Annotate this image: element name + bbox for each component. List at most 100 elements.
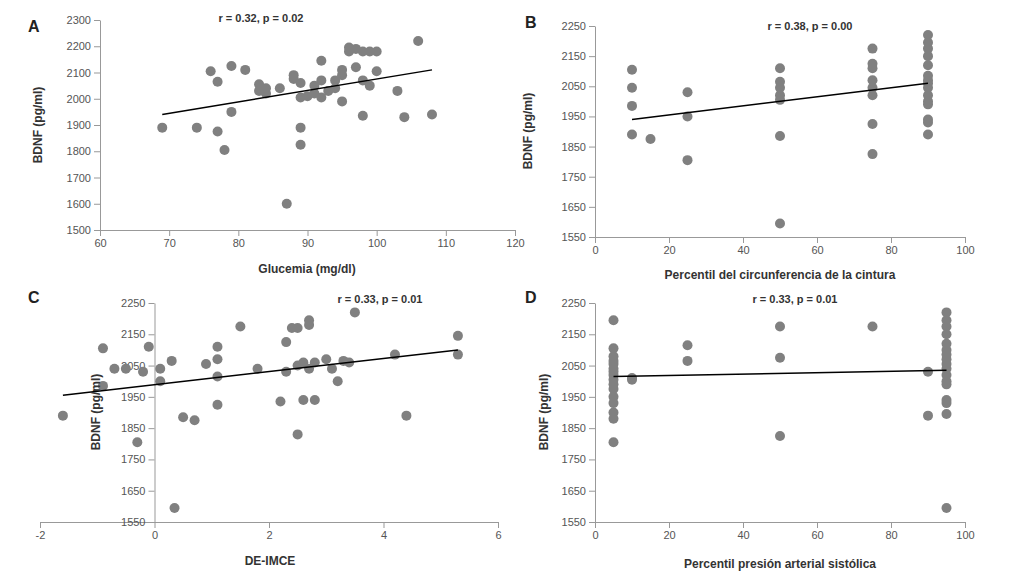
point (775, 218, 785, 228)
point (316, 75, 326, 85)
point (351, 62, 361, 72)
tick: 6 (495, 522, 501, 541)
tick-label: 2100 (67, 67, 91, 79)
point (923, 60, 933, 70)
trend-line (63, 350, 458, 395)
point (167, 356, 177, 366)
annotation: r = 0.32, p = 0.02 (218, 12, 303, 24)
tick-mark (965, 522, 966, 528)
point (58, 411, 68, 421)
tick: 60 (94, 230, 106, 249)
point (296, 123, 306, 133)
trend-line (614, 370, 947, 376)
point (627, 65, 637, 75)
tick-mark (40, 522, 41, 528)
tick: 2150 (121, 328, 154, 340)
tick-label: 1850 (562, 422, 586, 434)
tick-label: 2250 (562, 297, 586, 309)
tick: 1650 (121, 485, 154, 497)
tick-label: 90 (302, 237, 314, 249)
tick: 1500 (67, 224, 100, 236)
point (942, 379, 952, 389)
tick-label: 100 (956, 529, 974, 541)
tick: 1850 (562, 141, 595, 153)
tick: 1950 (562, 391, 595, 403)
tick-mark (94, 99, 100, 100)
point (453, 350, 463, 360)
tick: 1850 (121, 422, 154, 434)
point (321, 354, 331, 364)
tick-mark (589, 334, 595, 335)
tick: 1850 (562, 422, 595, 434)
point (775, 321, 785, 331)
point (226, 61, 236, 71)
tick-mark (595, 237, 596, 243)
panel-label: D (525, 289, 537, 306)
tick-label: 1550 (562, 231, 586, 243)
tick-mark (149, 491, 155, 492)
point (109, 364, 119, 374)
tick: 80 (885, 237, 897, 256)
point (683, 340, 693, 350)
tick-mark (965, 237, 966, 243)
point (775, 353, 785, 363)
tick: 2300 (67, 14, 100, 26)
tick-mark (743, 522, 744, 528)
panel-label: C (28, 289, 40, 306)
tick-label: 0 (592, 529, 598, 541)
point (261, 83, 271, 93)
point (298, 395, 308, 405)
tick-label: 1950 (562, 391, 586, 403)
tick: 1750 (562, 453, 595, 465)
tick-mark (589, 522, 595, 523)
point (281, 367, 291, 377)
tick-label: 80 (233, 237, 245, 249)
annotation: r = 0.33, p = 0.01 (337, 293, 422, 305)
tick: 1700 (67, 172, 100, 184)
panel: -2024615501650175018501950205021502250Cr… (28, 289, 502, 568)
tick: 2150 (562, 328, 595, 340)
x-axis: 60708090100110120 (94, 230, 524, 249)
tick-label: 2200 (67, 40, 91, 52)
tick-mark (589, 459, 595, 460)
point (609, 398, 619, 408)
point (923, 367, 933, 377)
point (399, 112, 409, 122)
point (220, 145, 230, 155)
point (293, 323, 303, 333)
tick-mark (94, 230, 100, 231)
y-axis-title: BDNF (pg/ml) (89, 374, 103, 451)
point (923, 51, 933, 61)
point (923, 130, 933, 140)
tick-mark (589, 26, 595, 27)
tick-mark (384, 522, 385, 528)
tick: 80 (885, 522, 897, 541)
tick-label: 1500 (67, 224, 91, 236)
point (281, 337, 291, 347)
point (868, 149, 878, 159)
tick-mark (589, 491, 595, 492)
tick-label: -2 (36, 529, 46, 541)
tick-mark (94, 73, 100, 74)
point (282, 199, 292, 209)
tick-mark (589, 237, 595, 238)
tick: 1750 (121, 453, 154, 465)
point (333, 376, 343, 386)
tick-label: 80 (885, 244, 897, 256)
axis-line (100, 21, 101, 231)
point (304, 320, 314, 330)
point (942, 409, 952, 419)
point (683, 87, 693, 97)
point (170, 503, 180, 513)
tick-label: 1800 (67, 145, 91, 157)
tick-label: 2000 (67, 93, 91, 105)
tick-mark (149, 428, 155, 429)
tick-mark (589, 56, 595, 57)
tick: 1650 (562, 201, 595, 213)
tick-mark (149, 459, 155, 460)
point (358, 111, 368, 121)
point (868, 321, 878, 331)
plot-area (58, 307, 463, 513)
point (942, 503, 952, 513)
tick-label: 1950 (562, 110, 586, 122)
